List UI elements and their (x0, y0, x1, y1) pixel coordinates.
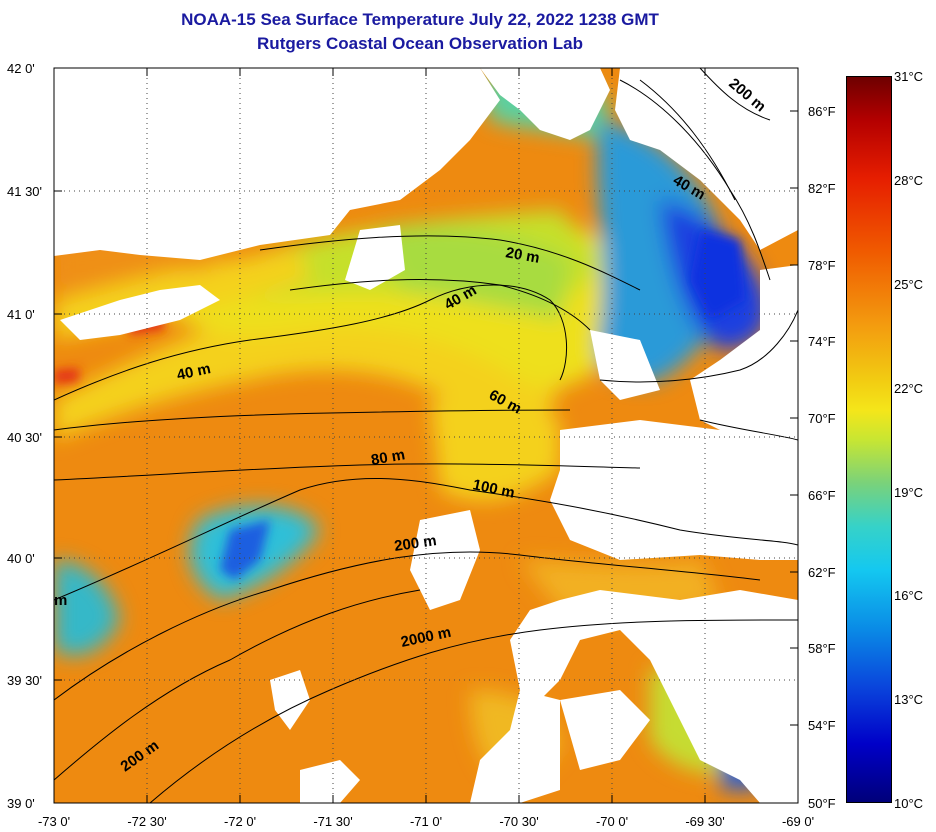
celsius-label: 25°C (894, 277, 924, 292)
longitude-label: -69 30' (685, 814, 724, 829)
contour-label: 200 m (393, 532, 437, 555)
longitude-label: -71 0' (410, 814, 442, 829)
celsius-label: 31°C (894, 69, 924, 84)
fahrenheit-label: 50°F (808, 796, 836, 811)
fahrenheit-label: 86°F (808, 104, 836, 119)
colorbar (846, 76, 892, 803)
contour-label: 20 m (504, 244, 541, 267)
latitude-label: 40 30' (7, 430, 42, 445)
contour-label: 80 m (370, 446, 407, 469)
longitude-label: -70 0' (596, 814, 628, 829)
latitude-label: 42 0' (7, 61, 35, 76)
latitude-label: 41 30' (7, 184, 42, 199)
chart-title: NOAA-15 Sea Surface Temperature July 22,… (181, 10, 659, 29)
longitude-labels: -73 0' -72 30' -72 0' -71 30' -71 0' -70… (38, 814, 814, 829)
fahrenheit-label: 58°F (808, 641, 836, 656)
latitude-labels: 42 0' 41 30' 41 0' 40 30' 40 0' 39 30' 3… (7, 61, 42, 811)
sst-field: 20 m 40 m 40 m 40 m 60 m 80 m 100 m 200 … (54, 68, 798, 803)
longitude-label: -69 0' (782, 814, 814, 829)
celsius-label: 10°C (894, 796, 924, 811)
longitude-label: -70 30' (499, 814, 538, 829)
longitude-label: -73 0' (38, 814, 70, 829)
axis-ticks (53, 67, 799, 804)
fahrenheit-label: 74°F (808, 334, 836, 349)
contour-label: m (54, 592, 67, 609)
celsius-label: 28°C (894, 173, 924, 188)
celsius-label: 22°C (894, 381, 924, 396)
fahrenheit-label: 62°F (808, 565, 836, 580)
chart-subtitle: Rutgers Coastal Ocean Observation Lab (257, 34, 583, 53)
longitude-label: -72 0' (224, 814, 256, 829)
latitude-label: 41 0' (7, 307, 35, 322)
celsius-label: 16°C (894, 588, 924, 603)
longitude-label: -71 30' (313, 814, 352, 829)
longitude-label: -72 30' (127, 814, 166, 829)
fahrenheit-label: 70°F (808, 411, 836, 426)
graticule (54, 68, 798, 803)
bathymetry-contours (54, 68, 798, 803)
fahrenheit-label: 82°F (808, 181, 836, 196)
fahrenheit-label: 66°F (808, 488, 836, 503)
latitude-label: 39 0' (7, 796, 35, 811)
land-and-cloud (54, 68, 798, 803)
fahrenheit-label: 54°F (808, 718, 836, 733)
latitude-label: 40 0' (7, 551, 35, 566)
celsius-label: 19°C (894, 485, 924, 500)
colorbar-gradient (846, 76, 892, 803)
fahrenheit-label: 78°F (808, 258, 836, 273)
contour-label: 40 m (175, 360, 212, 384)
latitude-label: 39 30' (7, 673, 42, 688)
celsius-label: 13°C (894, 692, 924, 707)
